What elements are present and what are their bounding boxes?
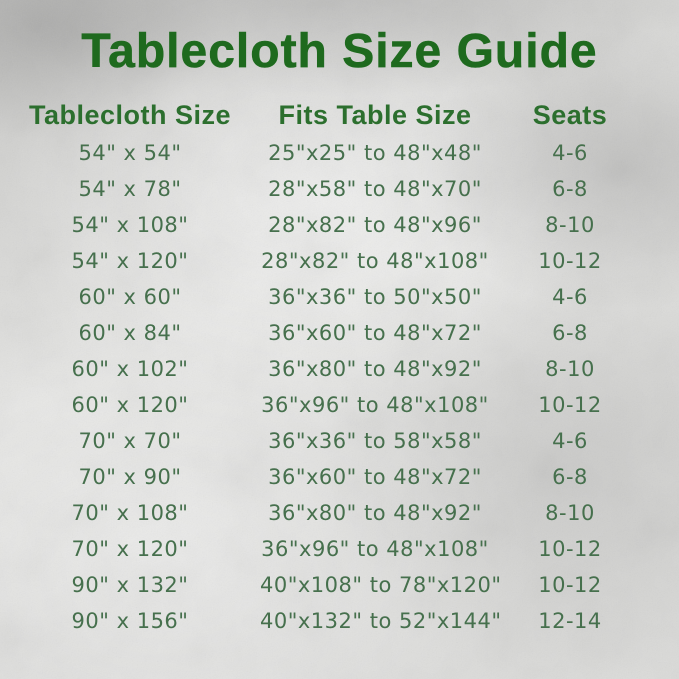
cell-seats: 10-12	[538, 249, 602, 273]
cell-fits-table-size: 36"x96" to 48"x108"	[261, 393, 489, 417]
cell-tablecloth-size: 54" x 108"	[71, 213, 189, 237]
table-row: 70" x 70" 36"x36" to 58"x58" 4-6	[0, 423, 679, 459]
cell-tablecloth-size: 60" x 102"	[71, 357, 189, 381]
cell-fits-table-size: 28"x58" to 48"x70"	[268, 177, 482, 201]
table-row: 54" x 54" 25"x25" to 48"x48" 4-6	[0, 135, 679, 171]
cell-fits-table-size: 28"x82" to 48"x96"	[268, 213, 482, 237]
cell-fits-table-size: 36"x80" to 48"x92"	[268, 357, 482, 381]
cell-fits-table-size: 36"x96" to 48"x108"	[261, 537, 489, 561]
cell-seats: 10-12	[538, 537, 602, 561]
cell-seats: 8-10	[545, 501, 595, 525]
cell-tablecloth-size: 70" x 120"	[71, 537, 189, 561]
cell-fits-table-size: 36"x60" to 48"x72"	[268, 465, 482, 489]
cell-seats: 6-8	[552, 177, 588, 201]
page-title: Tablecloth Size Guide	[81, 25, 598, 79]
cell-seats: 6-8	[552, 465, 588, 489]
table-row: 90" x 156" 40"x132" to 52"x144" 12-14	[0, 603, 679, 639]
cell-fits-table-size: 40"x108" to 78"x120"	[260, 573, 502, 597]
cell-seats: 4-6	[552, 141, 588, 165]
cell-fits-table-size: 36"x60" to 48"x72"	[268, 321, 482, 345]
table-row: 54" x 108" 28"x82" to 48"x96" 8-10	[0, 207, 679, 243]
cell-fits-table-size: 36"x36" to 58"x58"	[268, 429, 482, 453]
table-row: 70" x 120" 36"x96" to 48"x108" 10-12	[0, 531, 679, 567]
cell-tablecloth-size: 70" x 70"	[78, 429, 182, 453]
table-row: 60" x 102" 36"x80" to 48"x92" 8-10	[0, 351, 679, 387]
table-row: 70" x 90" 36"x60" to 48"x72" 6-8	[0, 459, 679, 495]
table-row: 60" x 60" 36"x36" to 50"x50" 4-6	[0, 279, 679, 315]
cell-tablecloth-size: 90" x 132"	[71, 573, 189, 597]
table-row: 54" x 78" 28"x58" to 48"x70" 6-8	[0, 171, 679, 207]
cell-seats: 4-6	[552, 429, 588, 453]
cell-seats: 4-6	[552, 285, 588, 309]
size-table: Tablecloth Size Fits Table Size Seats 54…	[0, 95, 679, 639]
table-row: 60" x 84" 36"x60" to 48"x72" 6-8	[0, 315, 679, 351]
cell-tablecloth-size: 70" x 90"	[78, 465, 182, 489]
column-header-seats: Seats	[532, 99, 608, 130]
table-body: 54" x 54" 25"x25" to 48"x48" 4-6 54" x 7…	[0, 135, 679, 639]
cell-tablecloth-size: 60" x 60"	[78, 285, 182, 309]
cell-tablecloth-size: 54" x 78"	[78, 177, 182, 201]
cell-fits-table-size: 25"x25" to 48"x48"	[268, 141, 482, 165]
cell-tablecloth-size: 54" x 54"	[78, 141, 182, 165]
cell-tablecloth-size: 90" x 156"	[71, 609, 189, 633]
cell-seats: 8-10	[545, 213, 595, 237]
table-row: 60" x 120" 36"x96" to 48"x108" 10-12	[0, 387, 679, 423]
cell-fits-table-size: 28"x82" to 48"x108"	[261, 249, 489, 273]
table-row: 54" x 120" 28"x82" to 48"x108" 10-12	[0, 243, 679, 279]
cell-fits-table-size: 36"x36" to 50"x50"	[268, 285, 482, 309]
column-header-fits-table-size: Fits Table Size	[278, 99, 472, 130]
column-header-tablecloth-size: Tablecloth Size	[28, 99, 232, 130]
cell-seats: 10-12	[538, 573, 602, 597]
cell-tablecloth-size: 54" x 120"	[71, 249, 189, 273]
content: Tablecloth Size Guide Tablecloth Size Fi…	[0, 25, 679, 639]
cell-seats: 8-10	[545, 357, 595, 381]
cell-seats: 6-8	[552, 321, 588, 345]
cell-fits-table-size: 36"x80" to 48"x92"	[268, 501, 482, 525]
table-row: 70" x 108" 36"x80" to 48"x92" 8-10	[0, 495, 679, 531]
cell-tablecloth-size: 60" x 120"	[71, 393, 189, 417]
cell-tablecloth-size: 60" x 84"	[78, 321, 182, 345]
cell-fits-table-size: 40"x132" to 52"x144"	[260, 609, 502, 633]
table-header-row: Tablecloth Size Fits Table Size Seats	[0, 95, 679, 135]
cell-seats: 12-14	[538, 609, 602, 633]
cell-seats: 10-12	[538, 393, 602, 417]
cell-tablecloth-size: 70" x 108"	[71, 501, 189, 525]
table-row: 90" x 132" 40"x108" to 78"x120" 10-12	[0, 567, 679, 603]
